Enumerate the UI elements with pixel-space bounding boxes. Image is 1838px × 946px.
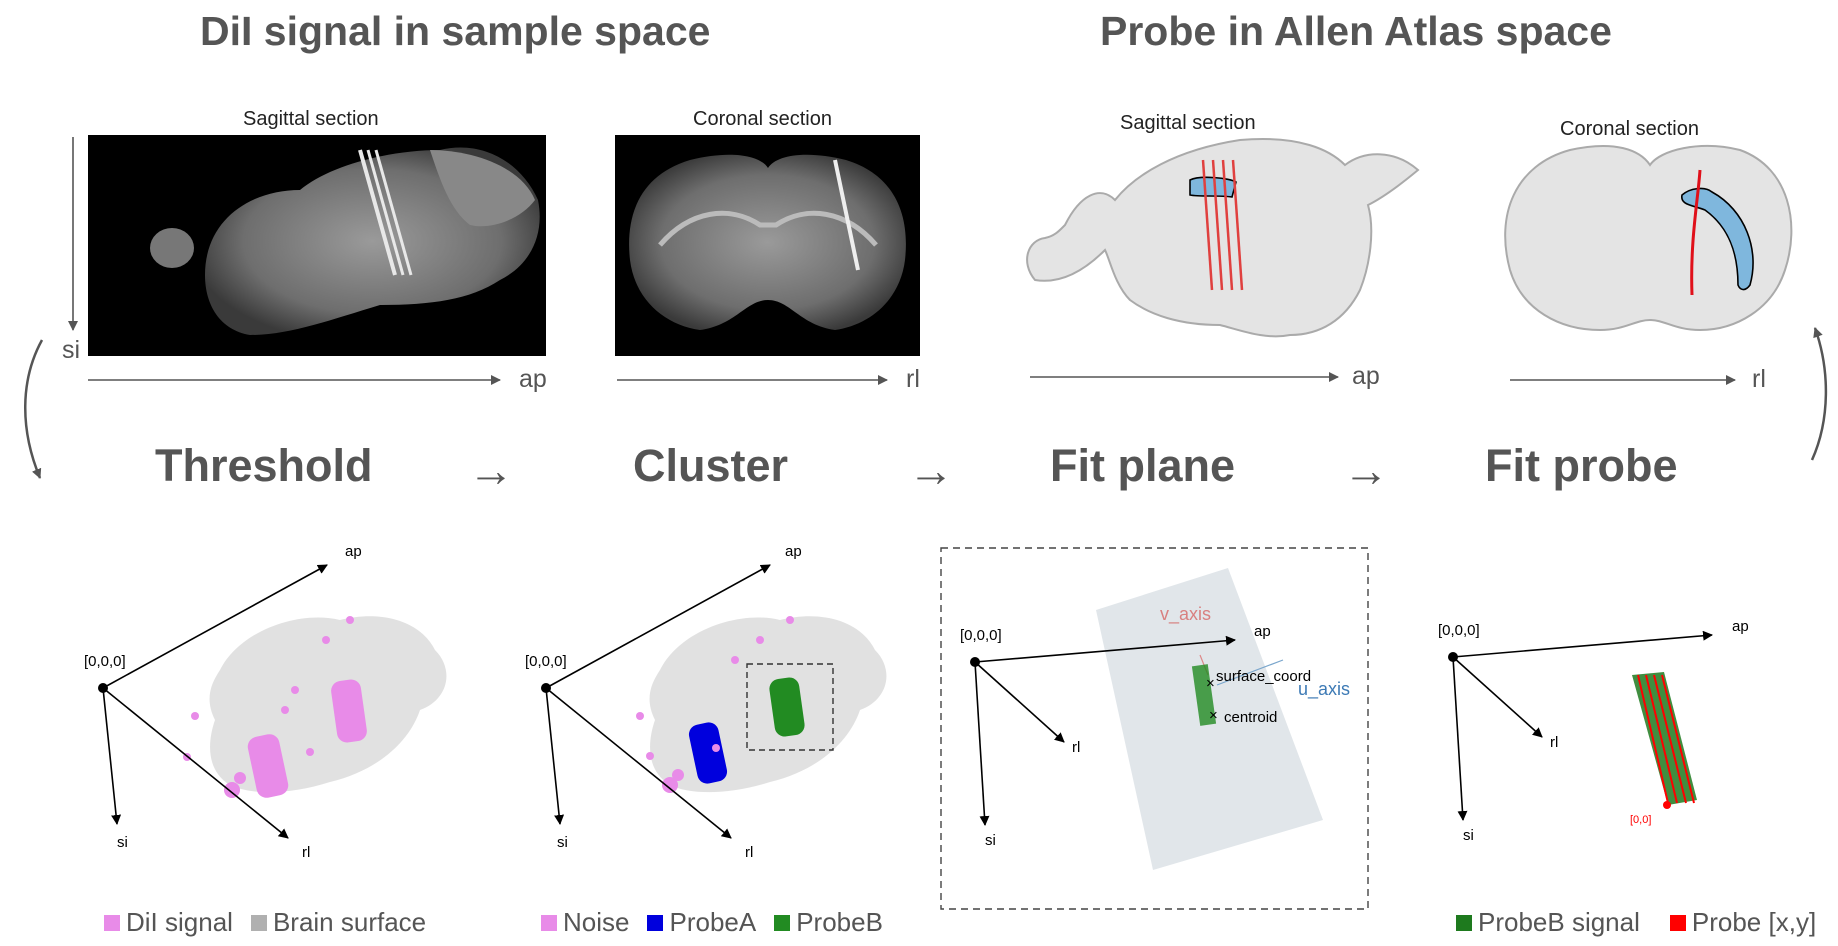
- fitprobe-rl-label: rl: [1550, 734, 1558, 751]
- caption-sagittal-atlas: Sagittal section: [1120, 112, 1256, 134]
- coronal-sample-image: [615, 135, 920, 356]
- legend-probe-xy-label: Probe [x,y]: [1691, 907, 1817, 937]
- legend-probe-xy-swatch: [1669, 914, 1686, 931]
- title-sample-space: DiI signal in sample space: [200, 8, 711, 54]
- step-threshold: Threshold: [155, 440, 373, 491]
- fitplane-origin-label: [0,0,0]: [960, 627, 1002, 644]
- surface-coord-label: surface_coord: [1216, 668, 1311, 685]
- legend-probeb-label: ProbeB: [796, 907, 883, 937]
- threshold-rl-label: rl: [302, 844, 310, 861]
- coronal-atlas-diagram: [1504, 144, 1793, 332]
- loop-arrow-down: [24, 339, 44, 479]
- rl-label-atlas: rl: [1752, 365, 1766, 393]
- ap-label-sample: ap: [519, 365, 547, 393]
- cluster-plot: [0,0,0] ap rl si: [525, 543, 887, 861]
- legend-noise-label: Noise: [563, 907, 630, 937]
- legend-threshold: DiI signal Brain surface: [104, 907, 426, 938]
- v-axis-label: v_axis: [1160, 604, 1211, 625]
- u-axis-label: u_axis: [1298, 679, 1350, 700]
- si-label-top: si: [62, 336, 81, 364]
- centroid-label: centroid: [1224, 709, 1277, 726]
- caption-sagittal-sample: Sagittal section: [243, 108, 379, 130]
- legend-dii-swatch: [104, 914, 120, 931]
- svg-text:×: ×: [1209, 707, 1218, 724]
- threshold-plot: [0,0,0] ap rl si: [84, 543, 447, 861]
- fitprobe-origin-label: [0,0,0]: [1438, 622, 1480, 639]
- legend-cluster: Noise ProbeA ProbeB: [541, 907, 883, 938]
- step-arrow-2: →: [908, 444, 954, 496]
- ap-label-atlas: ap: [1352, 362, 1380, 390]
- legend-fitprobe: ProbeB signal Probe [x,y]: [1456, 907, 1816, 938]
- loop-arrow-up: [1810, 327, 1828, 461]
- legend-probea-label: ProbeA: [669, 907, 757, 937]
- legend-probea-swatch: [647, 914, 664, 931]
- probe-origin-label: [0,0]: [1630, 814, 1651, 826]
- fitplane-si-label: si: [985, 832, 996, 849]
- rl-label-sample: rl: [906, 365, 920, 393]
- cluster-ap-label: ap: [785, 543, 802, 560]
- caption-coronal-sample: Coronal section: [693, 108, 832, 130]
- legend-brain-swatch: [250, 914, 267, 931]
- step-fit-plane: Fit plane: [1050, 440, 1236, 491]
- legend-probeb-swatch: [774, 914, 791, 931]
- legend-probeb-signal-label: ProbeB signal: [1478, 907, 1640, 937]
- fitplane-ap-label: ap: [1254, 623, 1271, 640]
- cluster-rl-label: rl: [745, 844, 753, 861]
- svg-text:×: ×: [1206, 675, 1215, 692]
- legend-brain-label: Brain surface: [272, 907, 427, 937]
- cluster-origin-label: [0,0,0]: [525, 653, 567, 670]
- legend-probeb-signal-swatch: [1456, 914, 1472, 931]
- sagittal-atlas-diagram: [1026, 138, 1420, 338]
- legend-noise-swatch: [541, 914, 557, 931]
- sagittal-sample-image: [88, 135, 546, 356]
- step-fit-probe: Fit probe: [1485, 440, 1678, 491]
- threshold-origin-label: [0,0,0]: [84, 653, 126, 670]
- step-arrow-3: →: [1343, 444, 1389, 496]
- step-cluster: Cluster: [633, 440, 789, 491]
- fit-probe-plot: [0,0,0] ap rl si [0,0]: [1438, 618, 1749, 844]
- fitprobe-ap-label: ap: [1732, 618, 1749, 635]
- fitprobe-si-label: si: [1463, 827, 1474, 844]
- title-atlas-space: Probe in Allen Atlas space: [1100, 8, 1612, 54]
- cluster-si-label: si: [557, 834, 568, 851]
- fit-plane-plot: × × [0,0,0] ap rl si v_axis u_axis surfa…: [940, 547, 1369, 910]
- step-arrow-1: →: [468, 444, 514, 496]
- bottom-row-plots: [0,0,0] ap rl si [0,0,0] ap rl si × ×: [84, 543, 1749, 910]
- threshold-ap-label: ap: [345, 543, 362, 560]
- fitplane-rl-label: rl: [1072, 739, 1080, 756]
- legend-dii-label: DiI signal: [126, 907, 233, 937]
- caption-coronal-atlas: Coronal section: [1560, 118, 1699, 140]
- threshold-si-label: si: [117, 834, 128, 851]
